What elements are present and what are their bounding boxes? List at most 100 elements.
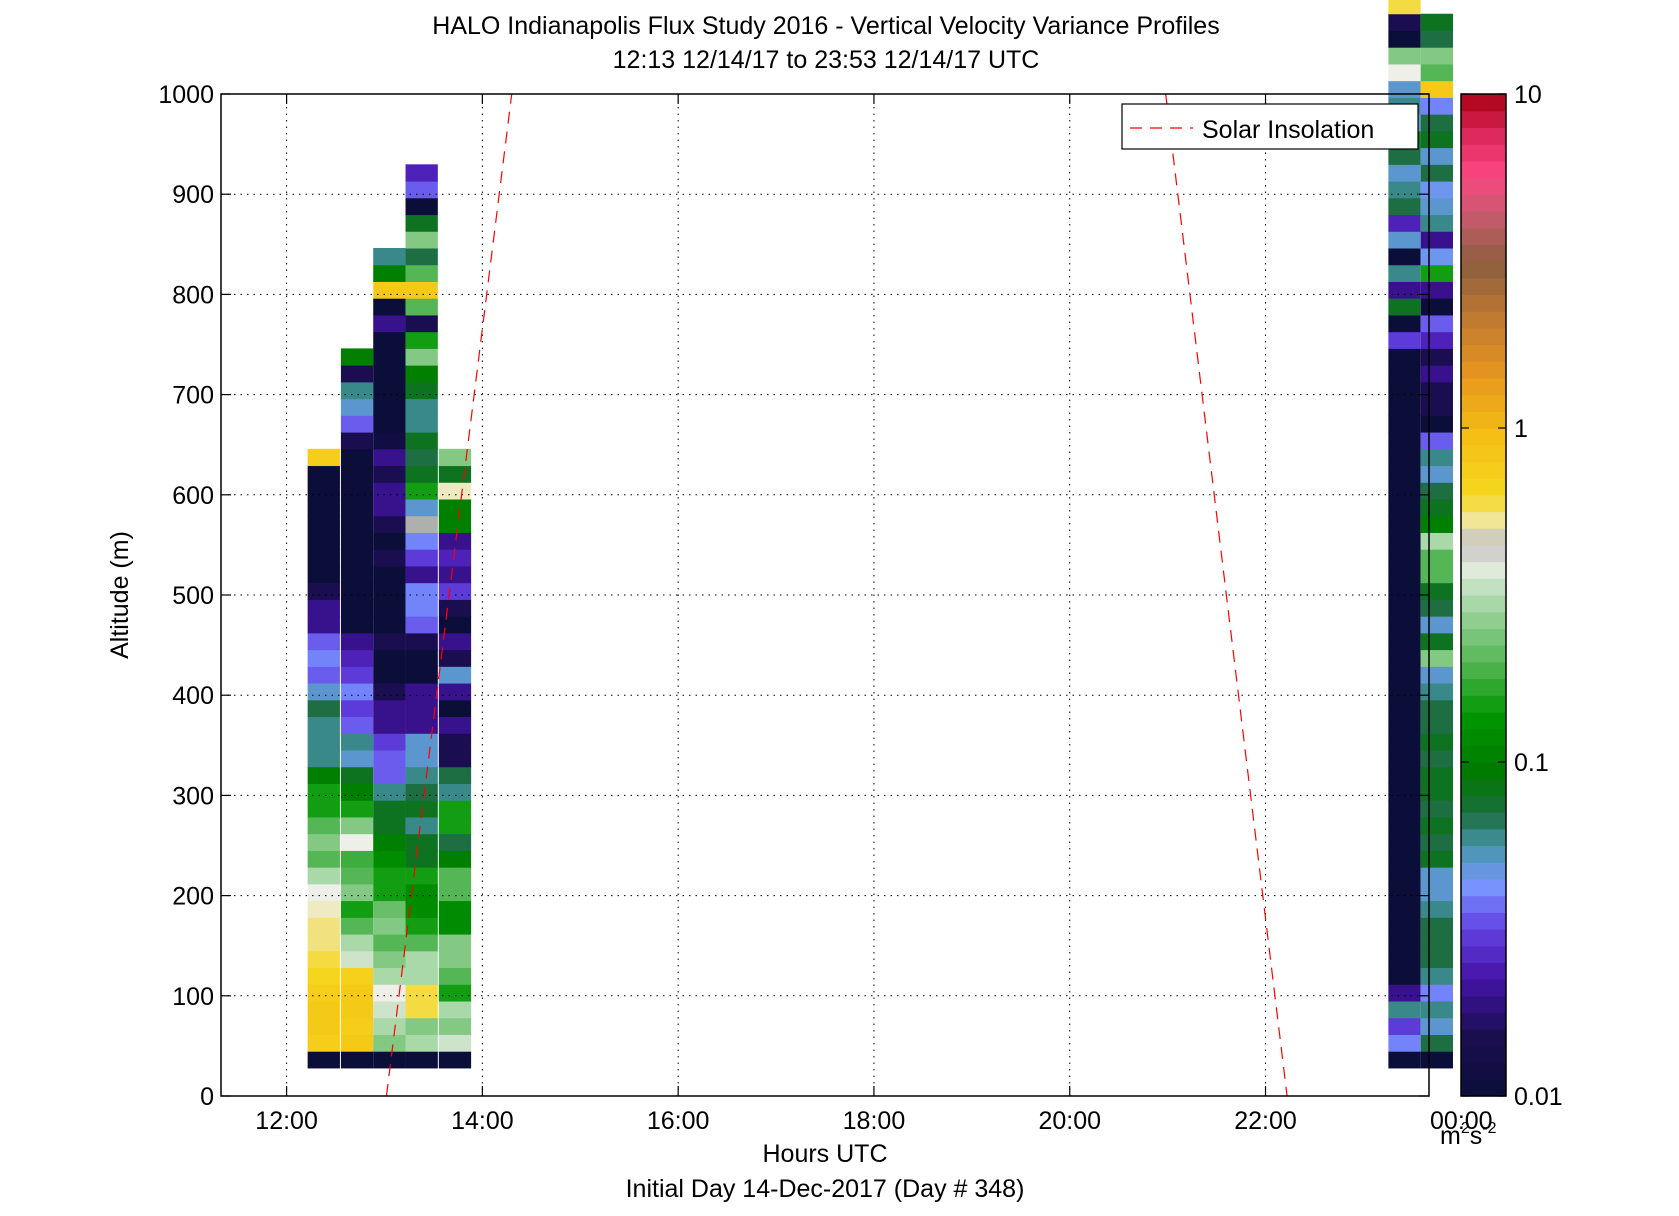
heatmap-cell (307, 867, 340, 885)
heatmap-cell (1388, 683, 1421, 701)
heatmap-cell (340, 750, 374, 768)
heatmap-cell (373, 867, 406, 885)
heatmap-cell (405, 599, 438, 617)
heatmap-cell (1388, 716, 1421, 734)
heatmap-cell (438, 1001, 472, 1019)
heatmap-cell (438, 750, 472, 768)
colorbar-tick-label: 1 (1514, 415, 1528, 443)
heatmap-cell (1420, 47, 1453, 65)
heatmap-cell (405, 448, 438, 467)
heatmap-cell (307, 900, 340, 918)
heatmap-cell (373, 616, 406, 634)
heatmap-cell (1420, 432, 1453, 450)
heatmap-cell (307, 448, 340, 467)
heatmap-cell (307, 465, 340, 483)
heatmap-cell (373, 331, 406, 349)
heatmap-cell (1388, 13, 1421, 31)
heatmap-cell (438, 515, 472, 533)
heatmap-cell (438, 482, 472, 500)
solar-insolation-line (1165, 93, 1288, 1097)
colorbar-segment (1461, 728, 1506, 746)
heatmap-cell (373, 984, 406, 1002)
heatmap-cell (405, 766, 438, 784)
heatmap-cell (373, 1001, 406, 1019)
heatmap-cell (1420, 281, 1453, 299)
heatmap-cell (405, 867, 438, 885)
heatmap-cell (405, 1001, 438, 1019)
x-tick-label: 20:00 (1038, 1107, 1101, 1135)
heatmap-cells (307, 0, 1453, 1069)
heatmap-cell (1420, 164, 1453, 182)
heatmap-cell (1420, 381, 1453, 400)
y-tick-label: 400 (172, 682, 214, 710)
heatmap-cell (373, 666, 406, 684)
heatmap-cell (1420, 1001, 1453, 1019)
heatmap-cell (340, 381, 374, 400)
heatmap-cell (1388, 900, 1421, 918)
heatmap-cell (1420, 532, 1453, 550)
heatmap-cell (307, 1001, 340, 1019)
heatmap-cell (1388, 967, 1421, 985)
colorbar-segment (1461, 94, 1506, 112)
colorbar-unit: m2s-2 (1440, 1120, 1497, 1150)
heatmap-cell (438, 1051, 472, 1069)
heatmap-cell (340, 733, 374, 751)
heatmap-cell (307, 833, 340, 851)
x-axis-label-2: Initial Day 14-Dec-2017 (Day # 348) (626, 1175, 1025, 1203)
heatmap-cell (307, 683, 340, 701)
heatmap-cell (438, 967, 472, 985)
heatmap-cell (1388, 783, 1421, 801)
legend: Solar Insolation (1121, 103, 1419, 150)
colorbar-segment (1461, 878, 1506, 897)
colorbar-segment (1461, 277, 1506, 295)
heatmap-cell (373, 850, 406, 868)
heatmap-cell (307, 800, 340, 818)
heatmap-cell (307, 816, 340, 835)
heatmap-cell (1420, 783, 1453, 801)
heatmap-cell (405, 733, 438, 751)
heatmap-cell (1388, 248, 1421, 266)
heatmap-cell (340, 616, 374, 634)
colorbar-segment (1461, 511, 1506, 529)
heatmap-cell (1388, 950, 1421, 969)
heatmap-cell (405, 197, 438, 216)
colorbar-segment (1461, 144, 1506, 162)
heatmap-cell (1388, 197, 1421, 216)
heatmap-cell (1388, 1034, 1421, 1052)
heatmap-cell (1388, 63, 1421, 82)
heatmap-cell (373, 816, 406, 835)
heatmap-cell (1388, 582, 1421, 600)
heatmap-cell (373, 381, 406, 400)
heatmap-cell (373, 248, 406, 266)
heatmap-cell (340, 984, 374, 1002)
heatmap-cell (307, 783, 340, 801)
heatmap-cell (405, 967, 438, 985)
heatmap-cell (373, 683, 406, 701)
colorbar-segment (1461, 595, 1506, 613)
heatmap-cell (1388, 984, 1421, 1002)
heatmap-cell (405, 950, 438, 969)
heatmap-cell (405, 582, 438, 600)
colorbar-segment (1461, 377, 1506, 396)
heatmap-cell (1420, 181, 1453, 199)
heatmap-cell (1420, 733, 1453, 751)
heatmap-cell (438, 666, 472, 684)
colorbar-segment (1461, 478, 1506, 496)
heatmap-cell (438, 599, 472, 617)
heatmap-cell (373, 582, 406, 600)
heatmap-cell (438, 934, 472, 952)
heatmap-cell (405, 348, 438, 366)
heatmap-cell (340, 482, 374, 500)
heatmap-cell (405, 549, 438, 567)
colorbar-segment (1461, 561, 1506, 579)
heatmap-cell (1388, 883, 1421, 902)
heatmap-cell (1388, 465, 1421, 483)
heatmap-cell (307, 1017, 340, 1035)
heatmap-cell (1388, 850, 1421, 868)
colorbar-segment (1461, 294, 1506, 312)
y-tick-label: 1000 (158, 81, 214, 109)
heatmap-cell (438, 867, 472, 885)
heatmap-cell (438, 766, 472, 784)
x-tick-label: 18:00 (843, 1107, 906, 1135)
